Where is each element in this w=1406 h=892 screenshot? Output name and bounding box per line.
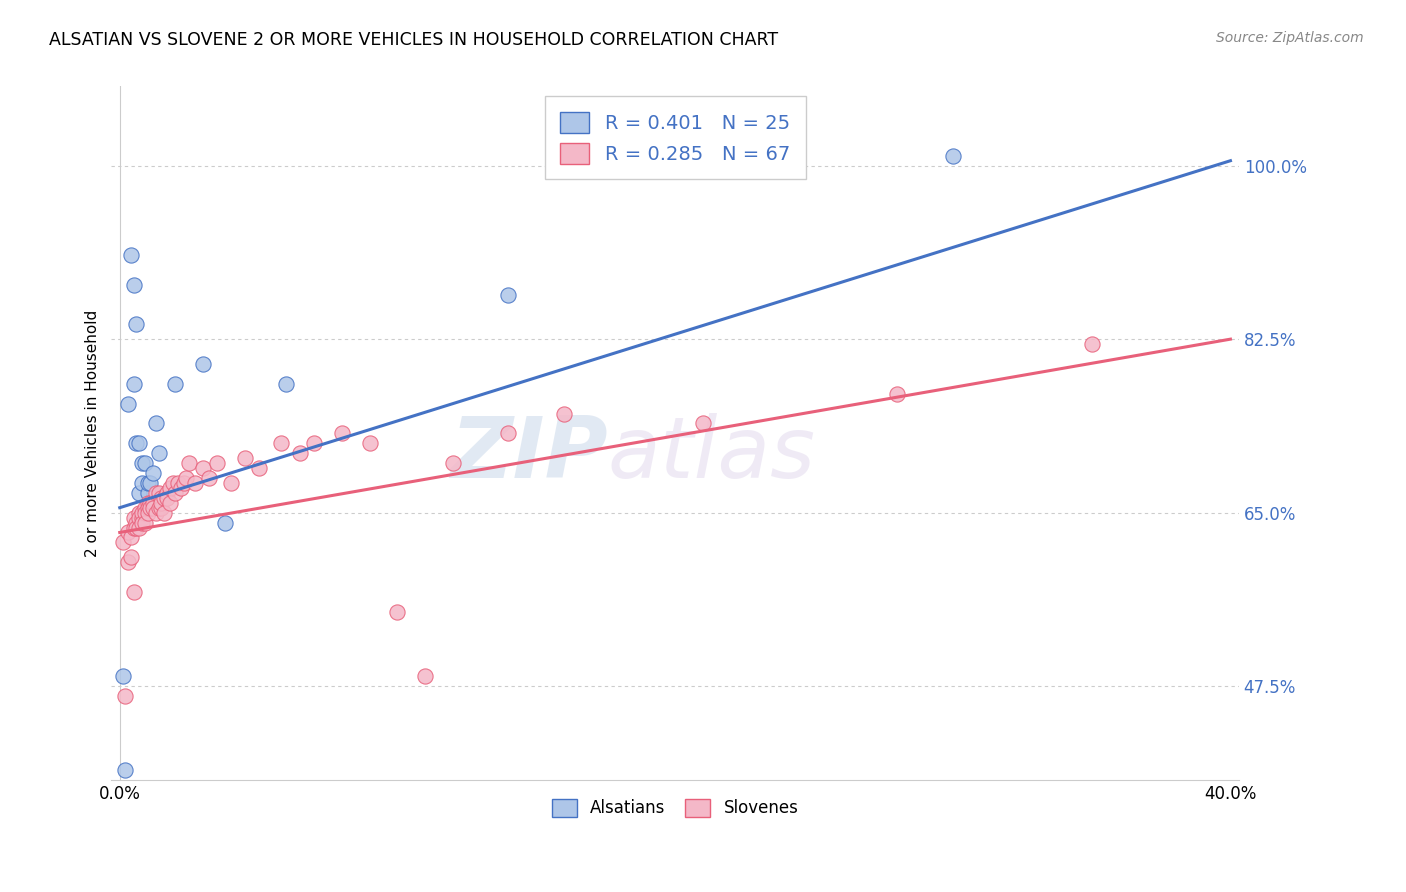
- Point: [197, 471, 219, 485]
- Point: [142, 466, 165, 480]
- Point: [290, 446, 312, 460]
- Point: [692, 417, 714, 431]
- Point: [167, 475, 190, 490]
- Point: [125, 516, 148, 530]
- Point: [942, 149, 965, 163]
- Point: [131, 510, 153, 524]
- Point: [165, 485, 187, 500]
- Point: [183, 475, 205, 490]
- Point: [136, 506, 159, 520]
- Point: [1080, 337, 1102, 351]
- Point: [114, 689, 136, 703]
- Point: [111, 535, 134, 549]
- Point: [148, 485, 170, 500]
- Point: [145, 506, 167, 520]
- Point: [302, 436, 325, 450]
- Legend: Alsatians, Slovenes: Alsatians, Slovenes: [546, 792, 806, 824]
- Point: [886, 386, 908, 401]
- Point: [136, 496, 159, 510]
- Point: [122, 510, 145, 524]
- Point: [117, 525, 139, 540]
- Point: [125, 318, 148, 332]
- Point: [159, 496, 181, 510]
- Point: [128, 436, 150, 450]
- Point: [441, 456, 464, 470]
- Point: [117, 396, 139, 410]
- Point: [128, 506, 150, 520]
- Point: [148, 500, 170, 515]
- Point: [117, 555, 139, 569]
- Point: [387, 605, 409, 619]
- Point: [150, 496, 173, 510]
- Point: [128, 520, 150, 534]
- Point: [120, 550, 142, 565]
- Point: [173, 475, 195, 490]
- Point: [136, 485, 159, 500]
- Point: [159, 481, 181, 495]
- Point: [276, 376, 298, 391]
- Y-axis label: 2 or more Vehicles in Household: 2 or more Vehicles in Household: [86, 310, 100, 557]
- Point: [191, 461, 214, 475]
- Point: [125, 436, 148, 450]
- Point: [131, 456, 153, 470]
- Point: [359, 436, 381, 450]
- Point: [498, 287, 520, 301]
- Point: [233, 451, 256, 466]
- Point: [139, 475, 162, 490]
- Point: [125, 520, 148, 534]
- Text: ALSATIAN VS SLOVENE 2 OR MORE VEHICLES IN HOUSEHOLD CORRELATION CHART: ALSATIAN VS SLOVENE 2 OR MORE VEHICLES I…: [49, 31, 779, 49]
- Point: [145, 485, 167, 500]
- Point: [553, 407, 575, 421]
- Point: [191, 357, 214, 371]
- Point: [165, 376, 187, 391]
- Point: [139, 496, 162, 510]
- Point: [214, 516, 236, 530]
- Point: [150, 500, 173, 515]
- Point: [219, 475, 242, 490]
- Point: [156, 491, 179, 505]
- Point: [128, 485, 150, 500]
- Point: [413, 669, 436, 683]
- Point: [134, 500, 156, 515]
- Text: Source: ZipAtlas.com: Source: ZipAtlas.com: [1216, 31, 1364, 45]
- Text: ZIP: ZIP: [450, 413, 607, 496]
- Point: [270, 436, 292, 450]
- Point: [179, 456, 201, 470]
- Point: [134, 506, 156, 520]
- Point: [131, 516, 153, 530]
- Point: [330, 426, 353, 441]
- Point: [136, 475, 159, 490]
- Point: [150, 491, 173, 505]
- Point: [136, 500, 159, 515]
- Point: [170, 481, 193, 495]
- Point: [153, 491, 176, 505]
- Point: [205, 456, 228, 470]
- Point: [122, 585, 145, 599]
- Point: [122, 277, 145, 292]
- Point: [498, 426, 520, 441]
- Text: atlas: atlas: [607, 413, 815, 496]
- Point: [142, 496, 165, 510]
- Point: [176, 471, 198, 485]
- Point: [122, 376, 145, 391]
- Point: [122, 520, 145, 534]
- Point: [142, 500, 165, 515]
- Point: [128, 510, 150, 524]
- Point: [139, 500, 162, 515]
- Point: [131, 475, 153, 490]
- Point: [162, 475, 184, 490]
- Point: [134, 456, 156, 470]
- Point: [145, 417, 167, 431]
- Point: [131, 506, 153, 520]
- Point: [114, 764, 136, 778]
- Point: [247, 461, 270, 475]
- Point: [134, 516, 156, 530]
- Point: [120, 248, 142, 262]
- Point: [156, 485, 179, 500]
- Point: [120, 530, 142, 544]
- Point: [153, 506, 176, 520]
- Point: [148, 446, 170, 460]
- Point: [111, 669, 134, 683]
